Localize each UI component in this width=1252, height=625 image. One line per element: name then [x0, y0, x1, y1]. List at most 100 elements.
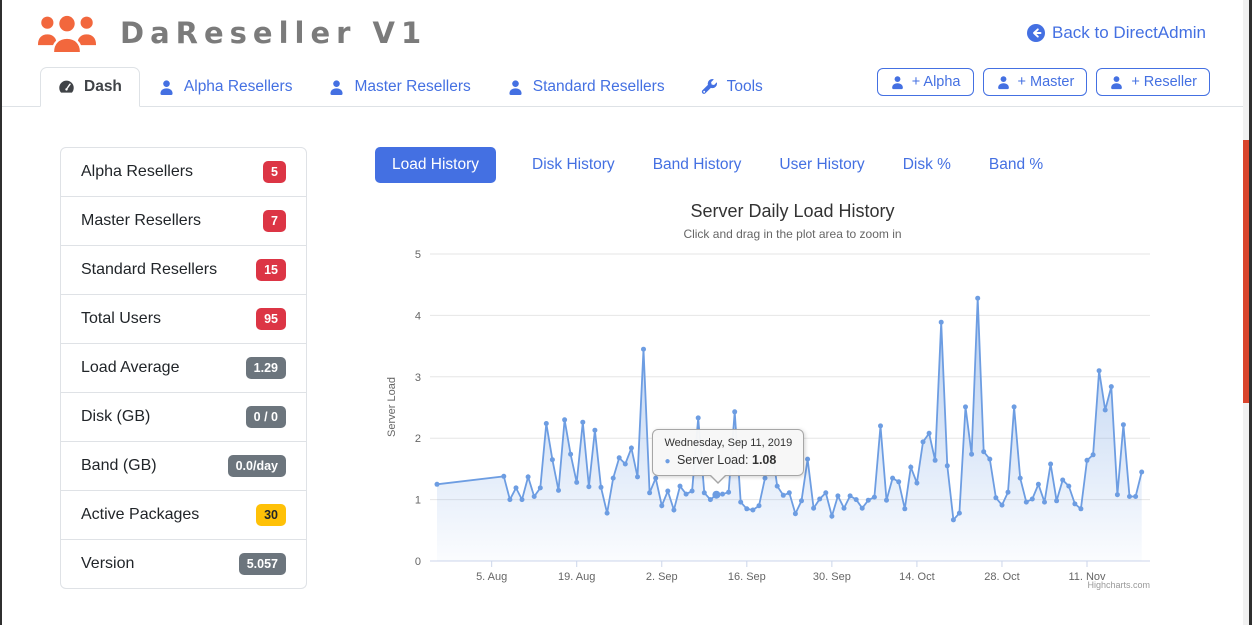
data-point[interactable] — [963, 404, 968, 409]
data-point[interactable] — [514, 485, 519, 490]
data-point[interactable] — [927, 431, 932, 436]
data-point[interactable] — [872, 495, 877, 500]
add-alpha-button[interactable]: + Alpha — [877, 68, 974, 96]
data-point[interactable] — [696, 415, 701, 420]
data-point[interactable] — [550, 457, 555, 462]
data-point[interactable] — [896, 479, 901, 484]
data-point[interactable] — [908, 465, 913, 470]
tab-alpha-resellers[interactable]: Alpha Resellers — [140, 67, 311, 107]
data-point[interactable] — [775, 484, 780, 489]
data-point[interactable] — [665, 489, 670, 494]
data-point[interactable] — [763, 476, 768, 481]
chart-tab-disk[interactable]: Disk % — [901, 147, 953, 183]
data-point[interactable] — [623, 462, 628, 467]
data-point[interactable] — [738, 500, 743, 505]
data-point[interactable] — [854, 497, 859, 502]
data-point[interactable] — [568, 452, 573, 457]
data-point[interactable] — [538, 485, 543, 490]
data-point[interactable] — [860, 506, 865, 511]
data-point[interactable] — [757, 503, 762, 508]
add-reseller-button[interactable]: + Reseller — [1096, 68, 1210, 96]
data-point[interactable] — [1127, 494, 1132, 499]
data-point[interactable] — [592, 428, 597, 433]
data-point[interactable] — [805, 457, 810, 462]
data-point[interactable] — [835, 493, 840, 498]
data-point[interactable] — [1109, 384, 1114, 389]
chart-tab-user-history[interactable]: User History — [777, 147, 866, 183]
data-point[interactable] — [993, 495, 998, 500]
data-point[interactable] — [884, 498, 889, 503]
data-point[interactable] — [507, 497, 512, 502]
scrollbar-thumb[interactable] — [1243, 140, 1249, 403]
data-point[interactable] — [641, 347, 646, 352]
data-point[interactable] — [556, 488, 561, 493]
data-point[interactable] — [629, 446, 634, 451]
data-point[interactable] — [544, 421, 549, 426]
data-point[interactable] — [1060, 478, 1065, 483]
data-point[interactable] — [1085, 458, 1090, 463]
tab-master-resellers[interactable]: Master Resellers — [310, 67, 488, 107]
data-point[interactable] — [799, 498, 804, 503]
data-point[interactable] — [1000, 503, 1005, 508]
chart-tab-band[interactable]: Band % — [987, 147, 1045, 183]
data-point[interactable] — [878, 423, 883, 428]
highcharts-credit[interactable]: Highcharts.com — [1087, 580, 1150, 590]
data-point[interactable] — [617, 455, 622, 460]
data-point[interactable] — [690, 489, 695, 494]
data-point[interactable] — [520, 497, 525, 502]
data-point[interactable] — [1036, 482, 1041, 487]
data-point[interactable] — [1091, 452, 1096, 457]
data-point[interactable] — [702, 490, 707, 495]
data-point[interactable] — [1139, 470, 1144, 475]
data-point[interactable] — [653, 476, 658, 481]
data-point[interactable] — [720, 492, 725, 497]
data-point[interactable] — [866, 498, 871, 503]
data-point[interactable] — [580, 420, 585, 425]
data-point[interactable] — [1042, 500, 1047, 505]
data-point[interactable] — [1012, 404, 1017, 409]
data-point[interactable] — [848, 493, 853, 498]
chart-tab-disk-history[interactable]: Disk History — [530, 147, 617, 183]
data-point[interactable] — [684, 492, 689, 497]
data-point[interactable] — [1006, 490, 1011, 495]
data-point[interactable] — [1066, 484, 1071, 489]
data-point[interactable] — [781, 493, 786, 498]
data-point[interactable] — [750, 508, 755, 513]
data-point[interactable] — [708, 497, 713, 502]
data-point[interactable] — [1133, 494, 1138, 499]
data-point[interactable] — [921, 439, 926, 444]
tab-standard-resellers[interactable]: Standard Resellers — [489, 67, 683, 107]
data-point[interactable] — [526, 474, 531, 479]
data-point[interactable] — [1018, 476, 1023, 481]
data-point[interactable] — [975, 296, 980, 301]
data-point[interactable] — [1048, 462, 1053, 467]
data-point[interactable] — [574, 480, 579, 485]
data-point[interactable] — [902, 506, 907, 511]
data-point[interactable] — [829, 514, 834, 519]
data-point[interactable] — [811, 506, 816, 511]
data-point[interactable] — [1121, 422, 1126, 427]
data-point[interactable] — [532, 494, 537, 499]
chart-tab-band-history[interactable]: Band History — [651, 147, 744, 183]
tab-dash[interactable]: Dash — [40, 67, 140, 107]
data-point[interactable] — [1115, 492, 1120, 497]
data-point[interactable] — [817, 497, 822, 502]
data-point[interactable] — [1054, 498, 1059, 503]
data-point[interactable] — [647, 490, 652, 495]
data-point[interactable] — [599, 485, 604, 490]
data-point[interactable] — [1024, 500, 1029, 505]
data-point[interactable] — [1097, 368, 1102, 373]
data-point[interactable] — [671, 508, 676, 513]
data-point[interactable] — [890, 476, 895, 481]
data-point[interactable] — [945, 463, 950, 468]
data-point[interactable] — [1078, 506, 1083, 511]
data-point[interactable] — [1072, 501, 1077, 506]
hovered-data-point[interactable] — [712, 491, 720, 499]
data-point[interactable] — [987, 457, 992, 462]
data-point[interactable] — [787, 490, 792, 495]
data-point[interactable] — [933, 458, 938, 463]
data-point[interactable] — [744, 506, 749, 511]
data-point[interactable] — [981, 449, 986, 454]
data-point[interactable] — [1030, 497, 1035, 502]
data-point[interactable] — [562, 417, 567, 422]
